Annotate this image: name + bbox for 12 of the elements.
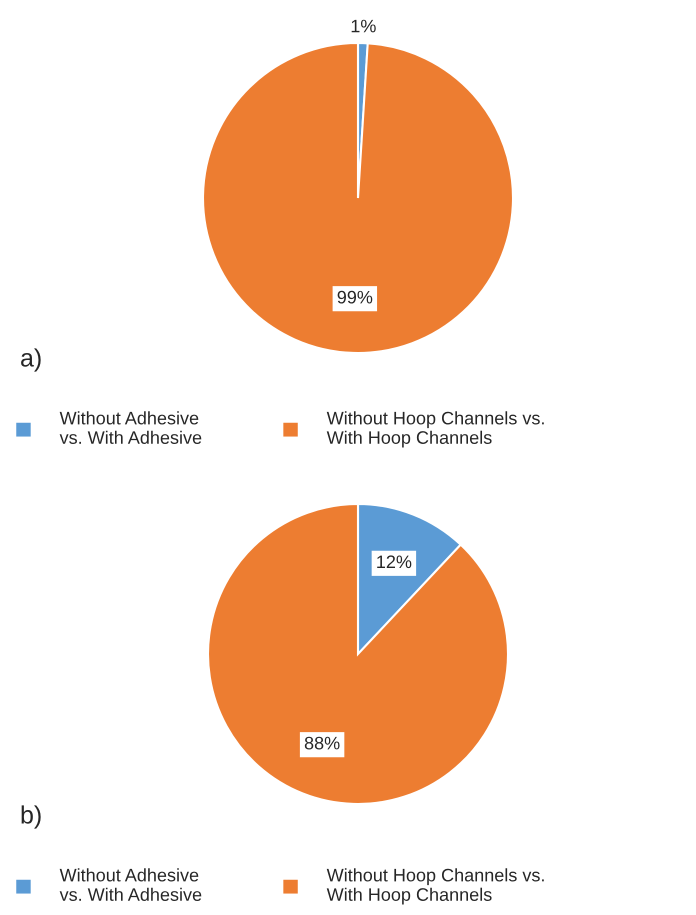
pie-slice [202, 42, 514, 354]
pie-slice [206, 502, 510, 806]
data-label: 12% [377, 555, 412, 568]
text: a) [21, 348, 41, 372]
data-label: 88% [304, 736, 340, 750]
data-label: 99% [338, 290, 372, 304]
data-label: 1% [352, 20, 376, 32]
legend-label: Without Hoop Channels vs. With Hoop Channels [326, 868, 544, 905]
text: b) [22, 805, 41, 829]
legend-label: Without Adhesive vs. With Adhesive [60, 868, 202, 901]
legend-label: Without Adhesive vs. With Adhesive [60, 411, 202, 444]
legend-label: Without Hoop Channels vs. With Hoop Channels [326, 411, 544, 448]
